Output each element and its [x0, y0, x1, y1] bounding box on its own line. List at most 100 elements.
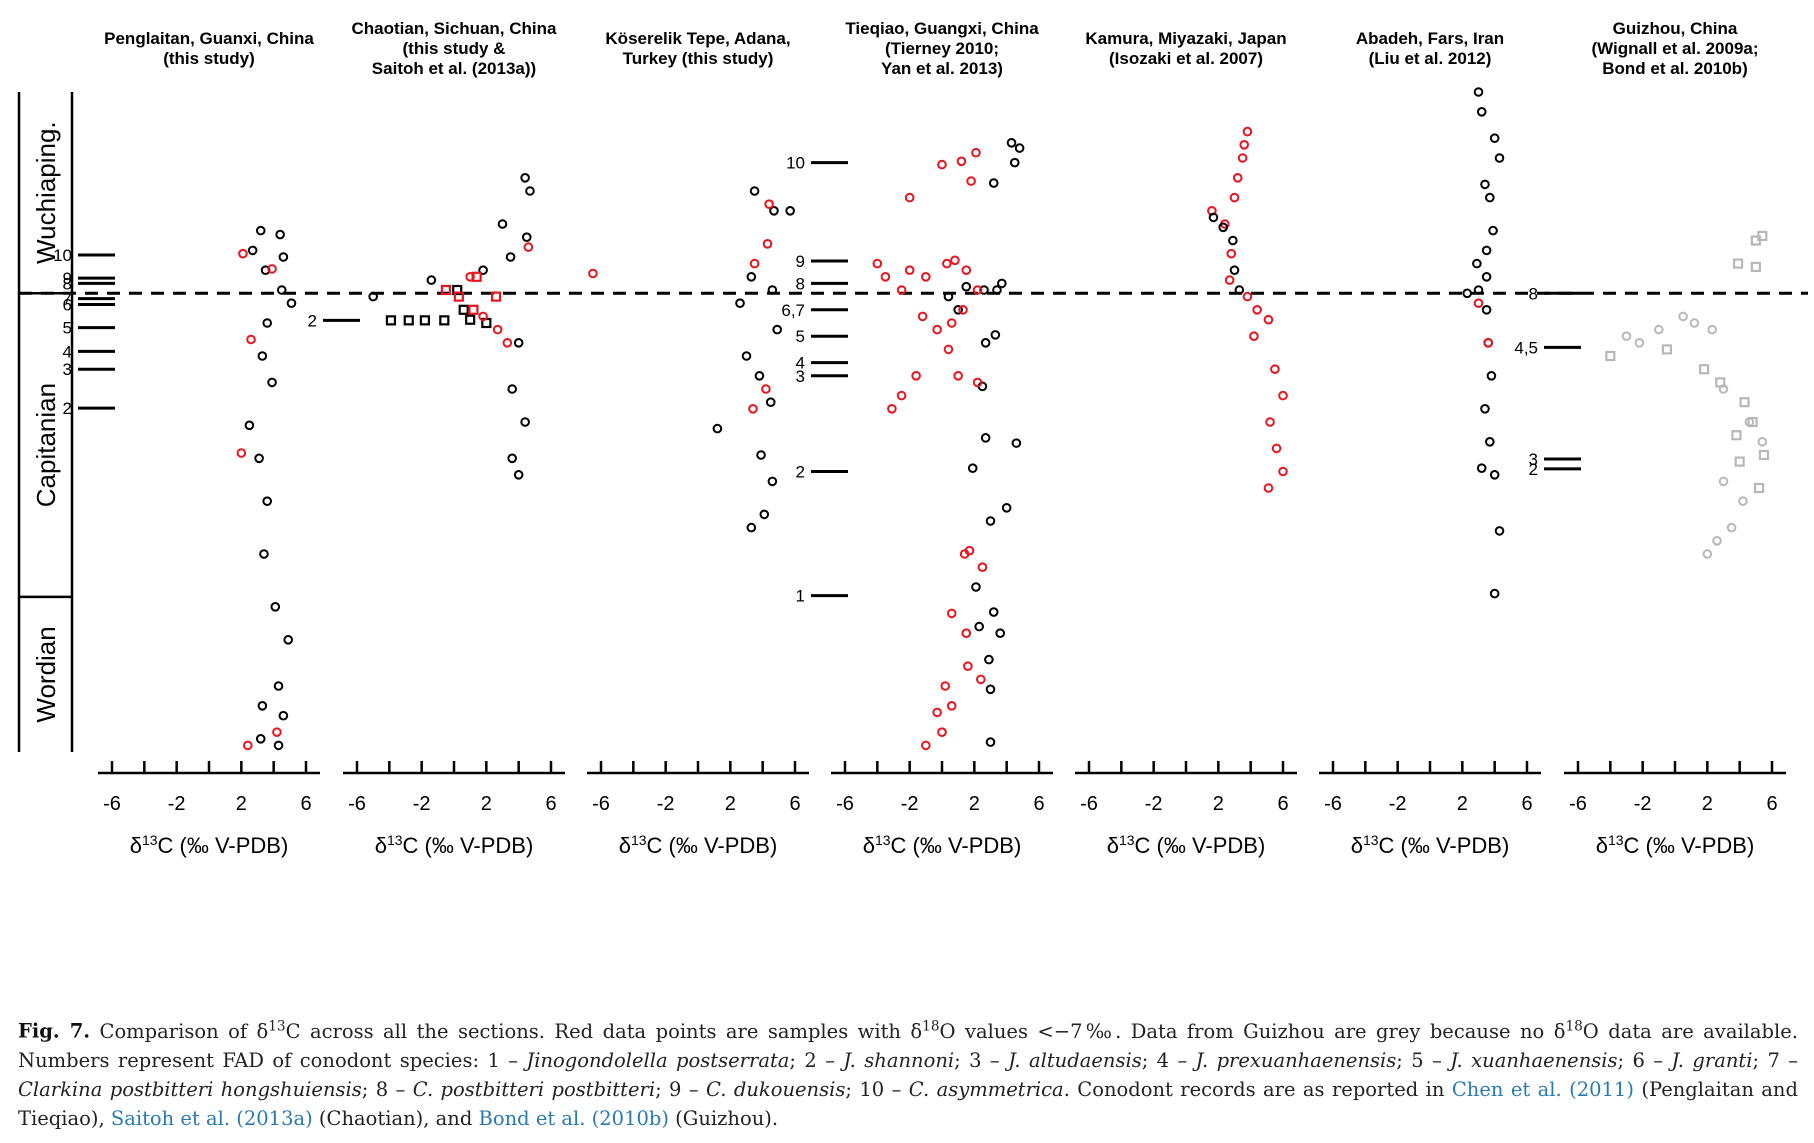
panel-title-line: (Liu et al. 2012) [1369, 49, 1492, 68]
data-point-black-circle [1218, 222, 1228, 233]
data-point-red-circle [523, 242, 534, 252]
data-point-black-circle [961, 281, 972, 292]
data-point-red-circle [958, 305, 968, 315]
data-point-black-circle [254, 453, 264, 464]
data-point-black-circle [278, 252, 289, 262]
data-point-black-circle [513, 470, 524, 480]
data-point-red-circle [1263, 483, 1274, 493]
data-point-grey-square [1758, 449, 1770, 461]
conodont-fad-label: 10 [786, 154, 805, 173]
data-point-red-circle [904, 265, 915, 276]
data-point-black-circle [257, 351, 268, 361]
data-point-black-circle [1481, 272, 1492, 282]
data-point-black-circle [257, 701, 268, 711]
panel-title-line: (Isozaki et al. 2007) [1109, 49, 1263, 68]
data-point-black-circle [1485, 437, 1495, 447]
data-point-red-circle [1239, 140, 1249, 150]
caption-reference-link[interactable]: Bond et al. (2010b) [478, 1106, 669, 1130]
conodont-fad-label: 8 [1529, 284, 1538, 303]
panel-title-line: Saitoh et al. (2013a)) [372, 59, 536, 78]
data-point-black-circle [1481, 245, 1492, 256]
data-point-red-circle [1270, 364, 1280, 375]
data-point-red-circle [972, 377, 983, 388]
data-point-red-circle [971, 147, 981, 158]
data-point-red-circle [1483, 338, 1493, 348]
data-point-red-circle [1263, 314, 1274, 325]
conodont-fad-label: 2 [1529, 460, 1538, 479]
data-point-black-circle [286, 298, 297, 309]
caption-segment: J. altudaensis [1008, 1048, 1142, 1072]
caption-segment: J. shannoni [843, 1048, 955, 1072]
data-point-black-circle [478, 265, 488, 276]
caption-segment: Comparison of δ [90, 1019, 269, 1043]
data-point-black-circle [1480, 179, 1490, 190]
data-point-red-circle [1242, 126, 1253, 137]
data-point-black-circle [1473, 87, 1484, 97]
data-point-red-circle [465, 272, 475, 282]
data-point-red-circle [896, 390, 907, 401]
x-tick-label: -6 [836, 793, 854, 815]
caption-reference-link[interactable]: Saitoh et al. (2013a) [110, 1106, 313, 1130]
data-point-grey-circle [1718, 384, 1729, 394]
data-point-black-circle [990, 330, 1001, 340]
x-tick-label: 2 [481, 793, 492, 815]
data-point-red-circle [1224, 275, 1235, 285]
data-point-red-circle [966, 176, 976, 186]
x-tick-label: 2 [236, 793, 247, 815]
data-point-grey-circle [1738, 496, 1748, 507]
x-tick-label: 6 [789, 793, 800, 815]
data-point-black-circle [507, 384, 518, 394]
data-point-black-circle [1489, 133, 1500, 143]
data-point-grey-circle [1707, 324, 1717, 335]
data-point-black-circle [749, 186, 760, 196]
data-point-red-circle [932, 707, 942, 718]
data-point-black-circle [1009, 157, 1020, 168]
data-point-black-circle [953, 305, 963, 315]
x-tick-label: -2 [413, 793, 431, 815]
data-point-black-circle [525, 186, 535, 196]
x-axis-label: δ13C (‰ V-PDB) [1351, 832, 1510, 858]
data-point-black-circle [967, 463, 978, 474]
caption-segment: C across all the sections. Red data poin… [285, 1019, 923, 1043]
conodont-fad-label: 7 [63, 290, 72, 309]
panel-title-line: (this study) [163, 49, 255, 68]
conodont-fad-label: 5 [796, 327, 805, 346]
data-point-red-circle [1249, 331, 1259, 342]
x-tick-label: 2 [1213, 793, 1224, 815]
data-point-red-circle [946, 608, 957, 619]
data-point-red-square [471, 271, 482, 282]
data-point-red-square [490, 291, 502, 302]
data-point-black-circle [1486, 371, 1497, 381]
data-point-black-circle [273, 681, 284, 691]
data-point-grey-square [1750, 261, 1761, 272]
data-point-black-circle [735, 298, 745, 309]
x-tick-label: 6 [1521, 793, 1532, 815]
data-point-black-circle [255, 225, 266, 236]
data-point-grey-circle [1712, 536, 1722, 546]
data-point-red-circle [1271, 443, 1282, 454]
conodont-fad-label: 4,5 [1514, 338, 1538, 357]
caption-segment: 18 [1565, 1018, 1583, 1034]
x-axis-label: δ13C (‰ V-PDB) [1596, 832, 1755, 858]
data-point-grey-circle [1718, 476, 1729, 487]
x-tick-label: -2 [1145, 793, 1163, 815]
conodont-fad-label: 4 [796, 354, 805, 373]
panel-title-line: Penglaitan, Guanxi, China [104, 29, 314, 48]
data-point-red-circle [943, 344, 954, 355]
x-axis-label: δ13C (‰ V-PDB) [375, 832, 534, 858]
panel-title-line: (this study & [403, 39, 506, 58]
data-point-black-circle [992, 285, 1002, 295]
data-point-black-circle [259, 549, 269, 559]
data-point-black-circle [247, 245, 258, 256]
figure-label: Fig. 7. [18, 1019, 91, 1043]
data-point-red-circle [872, 258, 883, 269]
stage-label: Capitanian [31, 383, 61, 507]
conodont-fad-label: 9 [63, 269, 72, 288]
data-point-red-circle [946, 318, 957, 328]
conodont-fad-label: 6,7 [781, 301, 805, 320]
caption-reference-link[interactable]: Chen et al. (2011) [1451, 1077, 1634, 1101]
conodont-fad-label: 5 [63, 319, 72, 338]
data-point-red-circle [1473, 298, 1484, 309]
data-point-red-circle [940, 681, 951, 691]
figure-caption: Fig. 7. Comparison of δ13C across all th… [18, 1012, 1798, 1133]
